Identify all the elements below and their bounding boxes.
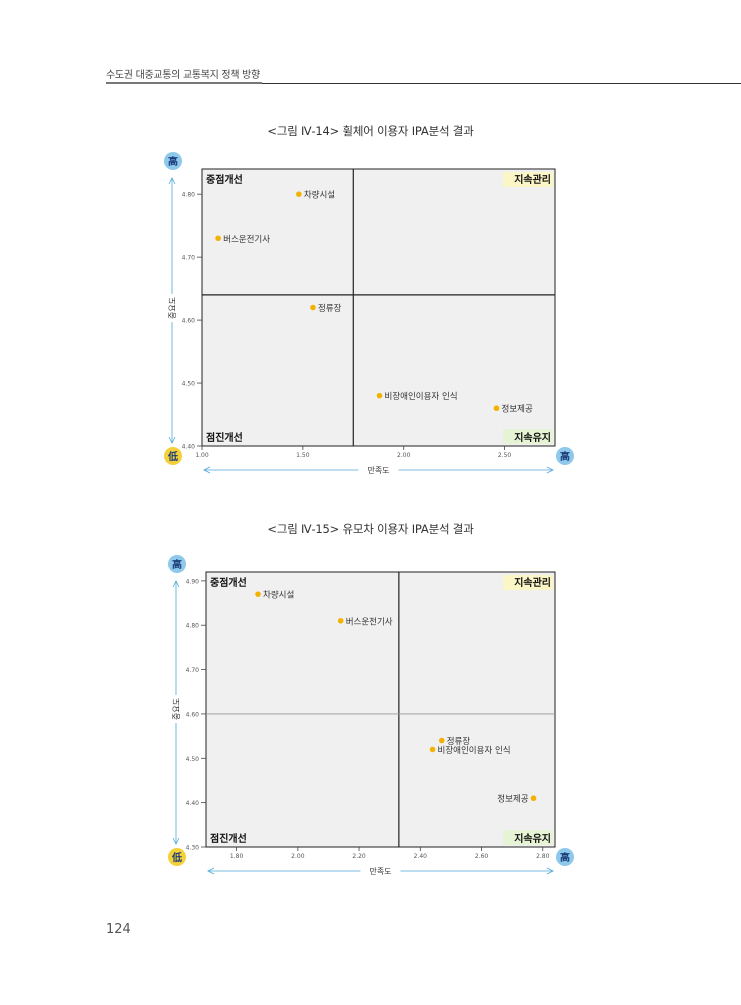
data-point-label: 정류장 <box>318 303 342 314</box>
quadrant-label-focus: 중점개선 <box>206 173 243 186</box>
data-point-label: 버스운전기사 <box>223 234 270 245</box>
data-point <box>310 304 316 311</box>
data-point <box>215 235 221 242</box>
quadrant-label-gradual: 점진개선 <box>206 431 243 444</box>
high-badge-label: 高 <box>560 450 570 463</box>
quadrant-label-manage: 지속관리 <box>514 173 551 186</box>
arrow-down-icon <box>168 436 176 444</box>
low-badge-label: 低 <box>167 450 178 463</box>
header-rule-accent <box>106 82 262 84</box>
data-point-label: 차량시설 <box>304 190 335 201</box>
plot-area <box>201 168 556 447</box>
data-point <box>296 191 302 197</box>
x-tick-label: 2.00 <box>397 452 411 459</box>
y-axis-label: 중요도 <box>168 297 177 319</box>
y-tick-label: 4.60 <box>182 318 196 325</box>
data-point <box>493 405 500 412</box>
arrow-left-icon <box>203 466 211 474</box>
header-rule <box>262 83 741 84</box>
figure-caption-2: <그림 Ⅳ-15> 유모차 이용자 IPA분석 결과 <box>267 522 474 536</box>
quadrant-label-bg <box>503 429 553 444</box>
x-axis-label: 만족도 <box>367 466 389 475</box>
y-tick-label: 4.80 <box>182 192 196 199</box>
arrow-right-icon <box>546 466 554 474</box>
quadrant-label-keep: 지속유지 <box>514 431 551 444</box>
data-point <box>376 392 383 399</box>
y-tick-label: 4.70 <box>182 255 196 262</box>
y-tick-label: 4.50 <box>182 381 196 388</box>
x-tick-label: 1.00 <box>195 452 209 459</box>
figure-caption-1: <그림 Ⅳ-14> 휠체어 이용자 IPA분석 결과 <box>267 124 474 138</box>
high-badge <box>164 152 182 170</box>
x-tick-label: 2.50 <box>498 452 512 459</box>
page-number: 124 <box>106 922 131 937</box>
high-badge-label: 高 <box>168 155 178 168</box>
x-tick-label: 1.50 <box>296 452 310 459</box>
quadrant-label-bg <box>503 172 553 187</box>
high-badge <box>556 447 574 465</box>
data-point-label: 비장애인이용자 인식 <box>385 391 458 402</box>
arrow-up-icon <box>168 177 176 185</box>
y-tick-label: 4.40 <box>182 444 196 451</box>
running-header: 수도권 대중교통의 교통복지 정책 방향 <box>106 70 260 81</box>
low-badge <box>164 447 182 465</box>
data-point-label: 정보제공 <box>502 404 533 415</box>
